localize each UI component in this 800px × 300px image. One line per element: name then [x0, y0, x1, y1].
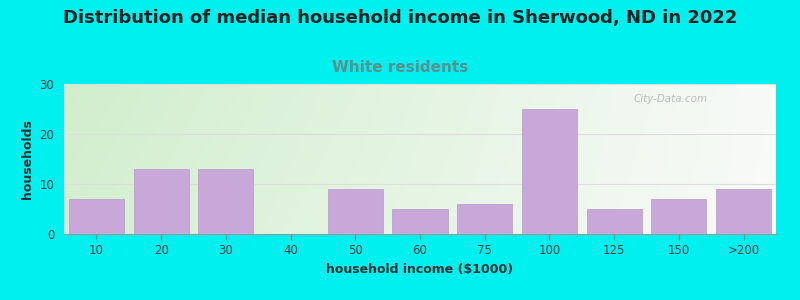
Bar — [716, 189, 771, 234]
Text: City-Data.com: City-Data.com — [634, 94, 708, 104]
Bar — [328, 189, 382, 234]
Bar — [522, 109, 577, 234]
Bar — [134, 169, 189, 234]
Bar — [393, 209, 447, 234]
Text: White residents: White residents — [332, 60, 468, 75]
X-axis label: household income ($1000): household income ($1000) — [326, 263, 514, 276]
Bar — [586, 209, 642, 234]
Bar — [69, 199, 124, 234]
Text: Distribution of median household income in Sherwood, ND in 2022: Distribution of median household income … — [63, 9, 737, 27]
Bar — [458, 204, 512, 234]
Bar — [198, 169, 254, 234]
Bar — [651, 199, 706, 234]
Y-axis label: households: households — [21, 119, 34, 199]
